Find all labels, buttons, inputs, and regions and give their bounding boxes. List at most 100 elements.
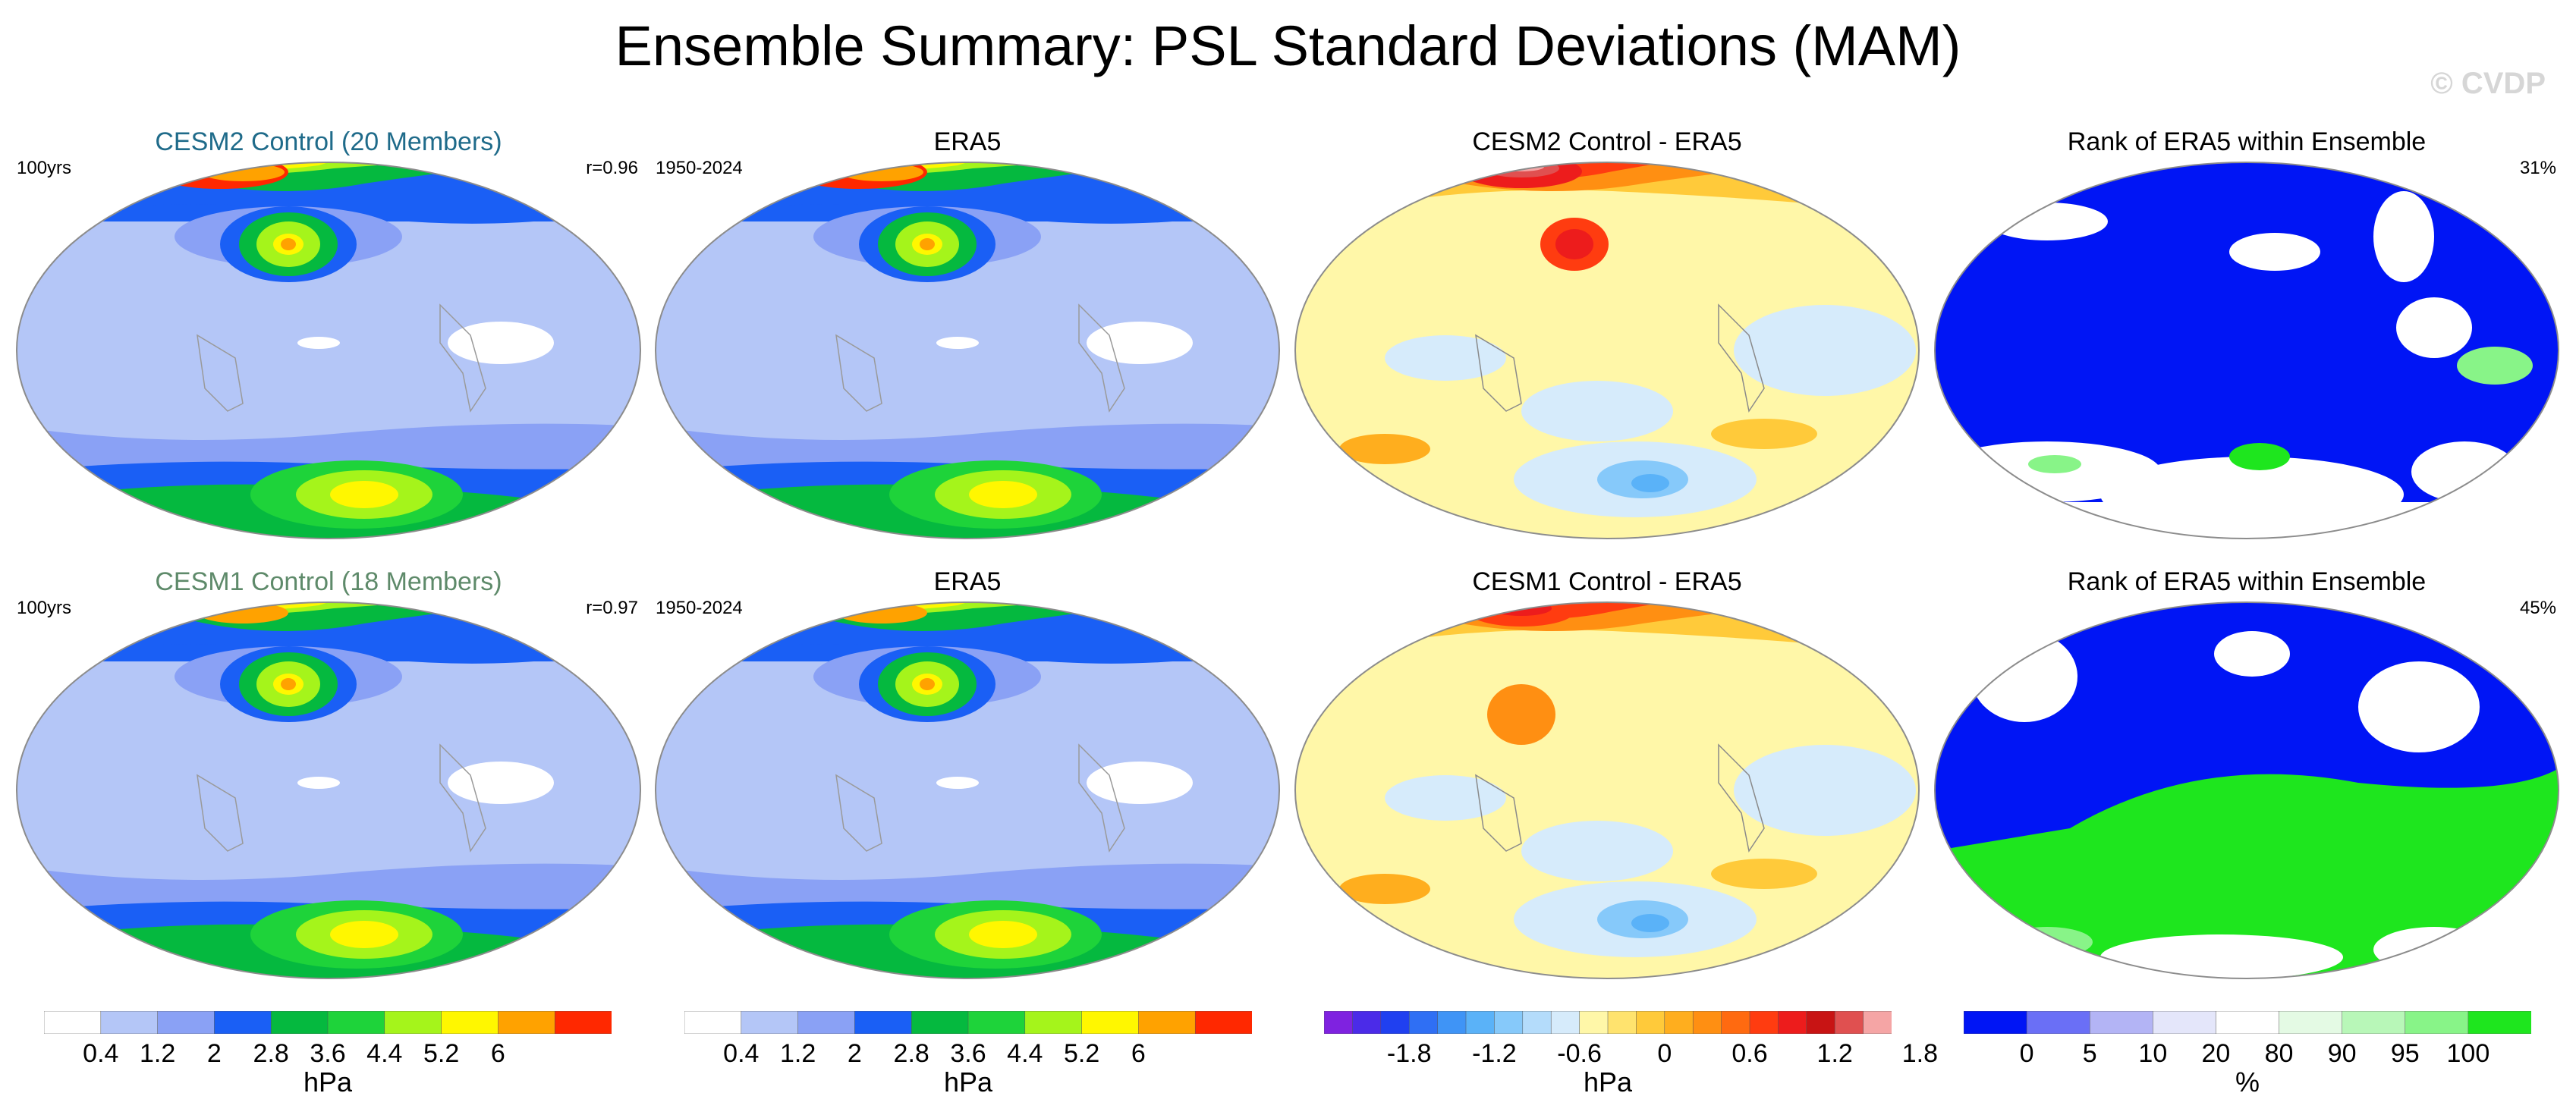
colorbar-tick-label: 10 [2138, 1039, 2168, 1068]
colorbar-swatch [2216, 1011, 2280, 1034]
panel-stat-label: r=0.96 [586, 158, 638, 178]
colorbar-swatch [2405, 1011, 2469, 1034]
colorbar-tick-label: 5.2 [1063, 1039, 1100, 1068]
colorbar-swatch [157, 1011, 215, 1034]
colorbar-swatch [1024, 1011, 1083, 1034]
cvdp-watermark: © CVDP [2430, 67, 2546, 100]
panel-title: ERA5 [933, 567, 1002, 596]
colorbar-tick-label: 5.2 [423, 1039, 460, 1068]
colorbar-tick-label: 6 [490, 1039, 505, 1068]
colorbar-tick-label: 3.6 [950, 1039, 986, 1068]
colorbar-tick-label: 5 [2082, 1039, 2097, 1068]
panel-title: Rank of ERA5 within Ensemble [2067, 127, 2427, 156]
panel-title: CESM2 Control (20 Members) [155, 127, 502, 156]
panel-period-label: 1950-2024 [656, 158, 743, 178]
colorbar-swatch [2467, 1011, 2531, 1034]
colorbar-tick-label: 95 [2390, 1039, 2420, 1068]
colorbar-swatch [498, 1011, 555, 1034]
colorbar-swatch [100, 1011, 159, 1034]
colorbar-swatch [1081, 1011, 1140, 1034]
colorbar-swatch [214, 1011, 272, 1034]
colorbar-swatch [911, 1011, 969, 1034]
psl-stddev-map [655, 162, 1280, 539]
colorbar-swatch [1138, 1011, 1196, 1034]
colorbar-tick-label: 2 [206, 1039, 222, 1068]
panel-title: ERA5 [933, 127, 1002, 156]
colorbar-swatch [2342, 1011, 2406, 1034]
colorbar-swatch [554, 1011, 612, 1034]
panel-title: CESM1 Control - ERA5 [1472, 567, 1742, 596]
colorbar-tick-label: 20 [2201, 1039, 2231, 1068]
psl-stddev-map [16, 601, 641, 979]
colorbar-swatch [44, 1011, 102, 1034]
colorbar-swatch [384, 1011, 442, 1034]
colorbar-swatch [1806, 1011, 1835, 1034]
colorbar-tick-label: -0.6 [1557, 1039, 1602, 1068]
colorbar-tick-label: 100 [2446, 1039, 2490, 1068]
colorbar-swatch [1408, 1011, 1439, 1034]
panel-stat-label: 45% [2519, 598, 2556, 618]
psl-difference-map [1294, 601, 1920, 979]
colorbar-tick-label: 0 [1657, 1039, 1672, 1068]
panel-period-label: 1950-2024 [656, 598, 743, 618]
colorbar-tick-label: 2.8 [893, 1039, 929, 1068]
colorbar-swatch [1778, 1011, 1807, 1034]
colorbar-tick-label: 2.8 [253, 1039, 289, 1068]
colorbar-swatch [1721, 1011, 1750, 1034]
colorbar [44, 1011, 612, 1034]
psl-stddev-map [16, 162, 641, 539]
colorbar-swatch [1749, 1011, 1779, 1034]
colorbar-tick-label: 1.8 [1901, 1039, 1939, 1068]
colorbar-swatch [1834, 1011, 1864, 1034]
colorbar-tick-label: 0.6 [1731, 1039, 1768, 1068]
colorbar-swatch [854, 1011, 912, 1034]
colorbar-tick-label: 90 [2327, 1039, 2357, 1068]
colorbar-swatch [270, 1011, 329, 1034]
colorbar-unit-label: hPa [1583, 1066, 1633, 1098]
colorbar-tick-label: 4.4 [1007, 1039, 1043, 1068]
colorbar-swatch [684, 1011, 742, 1034]
panel-title: CESM1 Control (18 Members) [155, 567, 502, 596]
colorbar-swatch [327, 1011, 385, 1034]
psl-stddev-map [655, 601, 1280, 979]
colorbar-swatch [2026, 1011, 2090, 1034]
colorbar-unit-label: % [2235, 1066, 2260, 1098]
panel-stat-label: 31% [2519, 158, 2556, 178]
psl-difference-map [1294, 162, 1920, 539]
colorbar-swatch [797, 1011, 856, 1034]
colorbar-tick-label: 0.4 [723, 1039, 760, 1068]
colorbar-swatch [1437, 1011, 1467, 1034]
rank-map [1934, 601, 2559, 979]
colorbar-tick-label: 1.2 [139, 1039, 176, 1068]
colorbar-swatch [1607, 1011, 1637, 1034]
colorbar-tick-label: -1.2 [1472, 1039, 1517, 1068]
colorbar-tick-label: 4.4 [366, 1039, 403, 1068]
colorbar-tick-label: 0.4 [83, 1039, 119, 1068]
colorbar-swatch [1692, 1011, 1722, 1034]
colorbar-swatch [1352, 1011, 1382, 1034]
colorbar-tick-label: 80 [2264, 1039, 2294, 1068]
colorbar-tick-label: 3.6 [310, 1039, 346, 1068]
colorbar-swatch [1863, 1011, 1892, 1034]
panel-title: Rank of ERA5 within Ensemble [2067, 567, 2427, 596]
colorbar [684, 1011, 1252, 1034]
rank-map [1934, 162, 2559, 539]
figure-title: Ensemble Summary: PSL Standard Deviation… [615, 14, 1961, 77]
colorbar-tick-label: 1.2 [779, 1039, 816, 1068]
colorbar-swatch [1636, 1011, 1665, 1034]
colorbar-tick-label: 2 [847, 1039, 862, 1068]
colorbar-tick-label: 6 [1131, 1039, 1146, 1068]
colorbar-swatch [1380, 1011, 1410, 1034]
colorbar-swatch [2279, 1011, 2343, 1034]
panel-stat-label: r=0.97 [586, 598, 638, 618]
colorbar-swatch [1522, 1011, 1552, 1034]
colorbar-swatch [1550, 1011, 1581, 1034]
colorbar-swatch [441, 1011, 499, 1034]
colorbar-swatch [1465, 1011, 1496, 1034]
colorbar-swatch [2089, 1011, 2154, 1034]
colorbar-unit-label: hPa [943, 1066, 993, 1098]
colorbar-swatch [967, 1011, 1026, 1034]
colorbar-swatch [1194, 1011, 1252, 1034]
panel-period-label: 100yrs [17, 158, 72, 178]
colorbar-swatch [1664, 1011, 1694, 1034]
